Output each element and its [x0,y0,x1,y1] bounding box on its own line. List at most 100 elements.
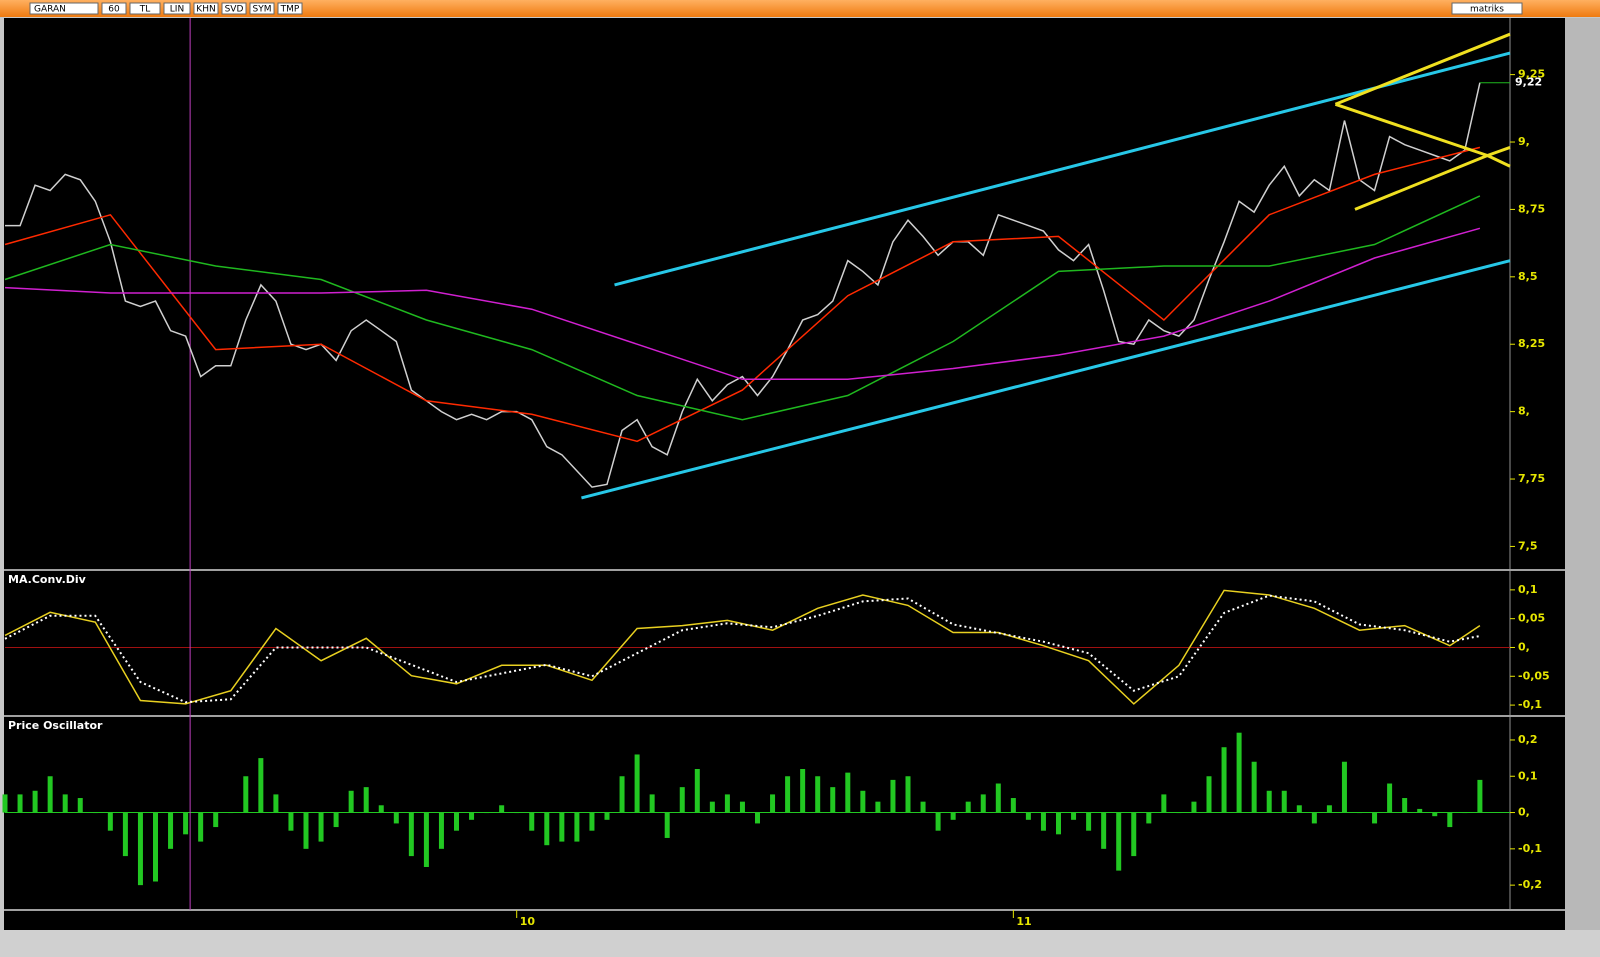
histogram-bar [198,812,204,842]
histogram-bar [709,801,715,813]
histogram-bar [1477,779,1483,813]
series-line [4,589,1481,705]
y-tick-label: 9, [1518,135,1530,148]
y-tick-label: 8,75 [1518,202,1545,215]
histogram-bar [694,768,700,813]
histogram-bar [1296,805,1302,813]
histogram-bar [1266,790,1272,813]
toolbar-label: SYM [253,5,272,15]
histogram-bar [1432,812,1438,817]
histogram-bar [258,758,264,813]
histogram-bar [499,805,505,813]
histogram-bar [860,790,866,813]
toolbar-button[interactable] [29,2,99,15]
histogram-bar [604,812,610,820]
histogram-bar [228,812,234,814]
histogram-bar [92,812,98,814]
trendline [581,259,1511,500]
histogram-bar [469,812,475,820]
y-tick-label: 0,1 [1518,583,1538,596]
histogram-bar [77,798,83,813]
histogram-bar [243,776,249,813]
histogram-bar [1056,812,1061,835]
histogram-bar [378,805,384,813]
trendline [1486,145,1511,157]
histogram-bar [1447,812,1453,828]
histogram-bar [1402,798,1408,813]
series-line [4,594,1481,704]
histogram-bar [168,812,174,849]
trendline [1486,154,1511,168]
x-tick-label: 11 [1016,915,1031,928]
histogram-bar [845,772,851,813]
histogram-bar [815,776,821,813]
histogram-bar [1221,747,1227,813]
histogram-bar [2,794,8,813]
histogram-bar [1161,794,1167,813]
histogram-bar [634,754,640,813]
series-line [4,146,1481,443]
y-tick-label: -0,2 [1518,878,1542,891]
histogram-bar [273,794,279,813]
histogram-bar [664,812,670,838]
histogram-bar [1101,812,1107,849]
histogram-bar [1146,812,1152,824]
histogram-bar [1372,812,1378,824]
scroll-frame [1565,18,1600,930]
toolbar-button[interactable] [249,2,275,15]
histogram-bar [890,779,896,813]
toolbar [0,0,1600,17]
toolbar-label: LIN [170,5,184,15]
toolbar-label: SVD [225,5,244,15]
last-value-label: 9,22 [1515,76,1542,89]
histogram-bar [423,812,429,867]
y-tick-label: 7,5 [1518,539,1538,552]
histogram-bar [800,768,806,813]
histogram-bar [303,812,309,849]
toolbar-button[interactable] [129,2,161,15]
histogram-bar [574,812,580,842]
histogram-bar [484,812,490,814]
histogram-bar [559,812,565,842]
histogram-bar [755,812,760,824]
histogram-bar [1326,805,1332,813]
histogram-bar [288,812,294,831]
histogram-bar [875,801,881,813]
histogram-bar [393,812,399,824]
trendline [1334,102,1488,157]
histogram-bar [122,812,128,857]
histogram-bar [1357,812,1362,814]
y-tick-label: -0,1 [1518,698,1542,711]
y-tick-label: 8,25 [1518,337,1545,350]
histogram-bar [1206,776,1212,813]
histogram-bar [62,794,68,813]
toolbar-button[interactable] [163,2,191,15]
panel-title: MA.Conv.Div [8,573,87,586]
toolbar-button[interactable] [277,2,303,15]
y-tick-label: 0,1 [1518,769,1538,782]
histogram-bar [544,812,550,846]
brand-box [1451,2,1523,15]
histogram-bar [724,794,730,813]
histogram-bar [107,812,113,831]
histogram-bar [619,776,625,813]
histogram-bar [1086,812,1092,831]
histogram-bar [1281,790,1287,813]
histogram-bar [1341,761,1347,813]
histogram-bar [935,812,941,831]
trendline [1354,154,1488,211]
histogram-bar [1191,801,1197,813]
toolbar-button[interactable] [221,2,247,15]
toolbar-label: TL [139,5,151,15]
toolbar-button[interactable] [193,2,219,15]
histogram-bar [333,812,339,828]
histogram-bar [785,776,791,813]
toolbar-label: TMP [280,5,300,15]
histogram-bar [1236,732,1242,813]
toolbar-button[interactable] [101,2,127,15]
y-tick-label: 0, [1518,806,1530,819]
histogram-bar [830,787,836,813]
y-tick-label: 9,25 [1518,68,1545,81]
panel-title: Price Oscillator [8,719,103,732]
